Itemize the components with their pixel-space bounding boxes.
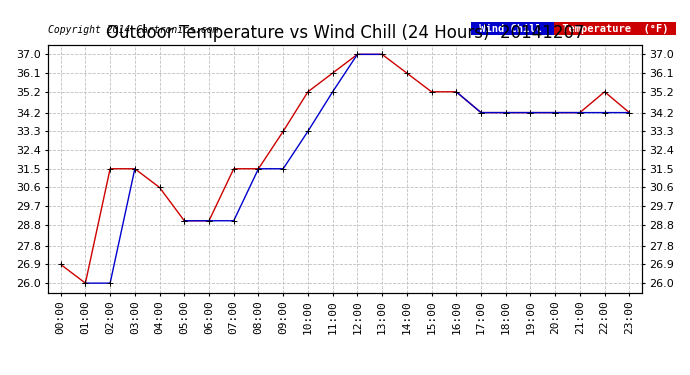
Text: Wind Chill  (°F): Wind Chill (°F) xyxy=(473,24,585,34)
Text: Copyright 2014 Cartronics.com: Copyright 2014 Cartronics.com xyxy=(48,25,219,35)
Title: Outdoor Temperature vs Wind Chill (24 Hours)  20141207: Outdoor Temperature vs Wind Chill (24 Ho… xyxy=(106,24,584,42)
Text: Temperature  (°F): Temperature (°F) xyxy=(555,24,674,34)
